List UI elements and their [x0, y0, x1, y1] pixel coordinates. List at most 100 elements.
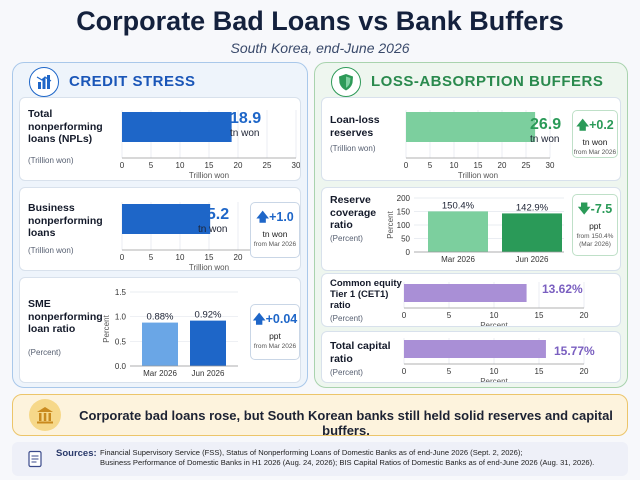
reserves-change-value: +0.2 [589, 118, 614, 132]
x-tick-label: 15 [474, 161, 483, 170]
y-axis-label: Percent [102, 314, 111, 342]
x-tick-label: 5 [447, 311, 452, 320]
x-tick-label: 20 [498, 161, 507, 170]
business-value-unit: tn won [198, 224, 228, 235]
document-icon [26, 450, 44, 468]
x-tick-label: 30 [292, 161, 300, 170]
arrow-up-icon: 🡅 [576, 118, 590, 132]
bar [122, 204, 211, 234]
business-change-box: 🡅+1.0 tn won from Mar 2026 [250, 202, 300, 258]
x-tick-label: 0 [402, 367, 407, 376]
y-tick-label: 0.0 [115, 362, 127, 371]
y-tick-label: 100 [397, 221, 411, 230]
x-tick-label: 10 [490, 367, 499, 376]
coverage-change-unit: ppt [589, 221, 601, 231]
sme-title: SME nonperforming loan ratio [28, 298, 103, 335]
loss-absorption-heading: LOSS-ABSORPTION BUFFERS [371, 73, 604, 90]
bar [428, 211, 488, 252]
arrow-up-icon: 🡅 [256, 210, 270, 224]
x-tick-label: 0 [404, 161, 409, 170]
reserves-unit: (Trillion won) [330, 144, 376, 153]
x-tick-label: 5 [149, 253, 154, 262]
x-tick-label: Jun 2026 [516, 255, 549, 264]
data-label: 0.92% [195, 310, 222, 321]
x-tick-label: Mar 2026 [441, 255, 475, 264]
sme-change-unit: ppt [269, 331, 281, 341]
x-tick-label: 15 [205, 253, 214, 262]
sources-line-2: Business Performance of Domestic Banks i… [100, 458, 595, 467]
coverage-change-box: 🡇-7.5 ppt from 150.4% (Mar 2026) [572, 194, 618, 256]
x-tick-label: 10 [176, 253, 185, 262]
arrow-down-icon: 🡇 [577, 202, 591, 216]
coverage-unit: (Percent) [330, 234, 363, 243]
cet1-title: Common equity Tier 1 (CET1) ratio [330, 278, 402, 311]
cet1-unit: (Percent) [330, 314, 363, 323]
npl-chart: 0 5 10 15 20 25 30 Trillion won [120, 110, 300, 180]
coverage-card: Reserve coverage ratio (Percent) 0 50 100 1… [321, 187, 621, 271]
x-tick-label: 5 [428, 161, 433, 170]
x-tick-label: 15 [535, 367, 544, 376]
business-change-from: from Mar 2026 [253, 241, 297, 248]
total-capital-chart: 0 5 10 15 20 Percent [402, 338, 589, 382]
sme-chart: 0.0 0.5 1.0 1.5 Percent 0.88% Mar 2026 0.92% Jun… [102, 288, 238, 378]
x-tick-label: 20 [580, 367, 589, 376]
reserves-card: Loan-loss reserves (Trillion won) 0 5 10 15… [321, 97, 621, 181]
business-unit: (Trillion won) [28, 246, 74, 255]
x-tick-label: Jun 2026 [192, 369, 225, 378]
x-tick-label: 20 [234, 253, 243, 262]
x-tick-label: 20 [580, 311, 589, 320]
reserves-change-box: 🡅+0.2 tn won from Mar 2026 [572, 110, 618, 158]
x-tick-label: 0 [120, 161, 125, 170]
summary-banner: Corporate bad loans rose, but South Kore… [12, 394, 628, 438]
x-axis-label: Percent [480, 321, 508, 326]
summary-text: Corporate bad loans rose, but South Kore… [79, 408, 613, 438]
total-capital-value: 15.77% [554, 344, 595, 358]
shield-icon [331, 67, 361, 97]
credit-stress-panel: CREDIT STRESS Total nonperforming loans … [12, 62, 308, 388]
y-tick-label: 0 [406, 248, 411, 257]
x-tick-label: 10 [490, 311, 499, 320]
credit-stress-heading: CREDIT STRESS [69, 73, 196, 90]
data-label: 0.88% [147, 312, 174, 323]
bank-icon [29, 399, 61, 431]
x-tick-label: 15 [535, 311, 544, 320]
reserves-title: Loan-loss reserves [330, 114, 380, 139]
data-label: 150.4% [442, 200, 475, 211]
x-axis-label: Trillion won [189, 263, 229, 270]
x-tick-label: 0 [120, 253, 125, 262]
cet1-value: 13.62% [542, 282, 583, 296]
x-tick-label: 25 [263, 161, 272, 170]
coverage-title: Reserve coverage ratio [330, 194, 377, 231]
sources-box: Sources: Financial Supervisory Service (… [12, 442, 628, 476]
y-tick-label: 1.5 [115, 288, 127, 297]
reserves-change-unit: tn won [582, 137, 608, 147]
sme-change-value: +0.04 [265, 312, 298, 326]
page-subtitle: South Korea, end-June 2026 [230, 40, 410, 56]
y-tick-label: 50 [401, 235, 410, 244]
x-tick-label: 25 [522, 161, 531, 170]
x-tick-label: 15 [205, 161, 214, 170]
sme-change-box: 🡅+0.04 ppt from Mar 2026 [250, 304, 300, 360]
reserves-change-from: from Mar 2026 [573, 149, 617, 156]
x-tick-label: 5 [149, 161, 154, 170]
cet1-card: Common equity Tier 1 (CET1) ratio (Perce… [321, 273, 621, 327]
bar-chart-icon [29, 67, 59, 97]
sme-card: SME nonperforming loan ratio (Percent) 0… [19, 277, 301, 383]
npl-card: Total nonperforming loans (NPLs) (Trilli… [19, 97, 301, 181]
reserves-value: 26.9 [530, 116, 562, 133]
bar [190, 320, 226, 366]
x-tick-label: 20 [234, 161, 243, 170]
business-change-value: +1.0 [269, 210, 294, 224]
total-capital-unit: (Percent) [330, 368, 363, 377]
bar [122, 112, 232, 142]
sme-unit: (Percent) [28, 348, 61, 357]
sme-change-from: from Mar 2026 [253, 343, 297, 350]
bar [404, 284, 527, 302]
sources-label: Sources: [56, 448, 97, 459]
x-axis-label: Trillion won [458, 171, 498, 180]
y-tick-label: 0.5 [115, 337, 127, 346]
total-capital-card: Total capital ratio (Percent) 0 5 10 15 20 Pe… [321, 331, 621, 383]
page-title: Corporate Bad Loans vs Bank Buffers [76, 6, 564, 36]
npl-value-unit: tn won [230, 128, 260, 139]
